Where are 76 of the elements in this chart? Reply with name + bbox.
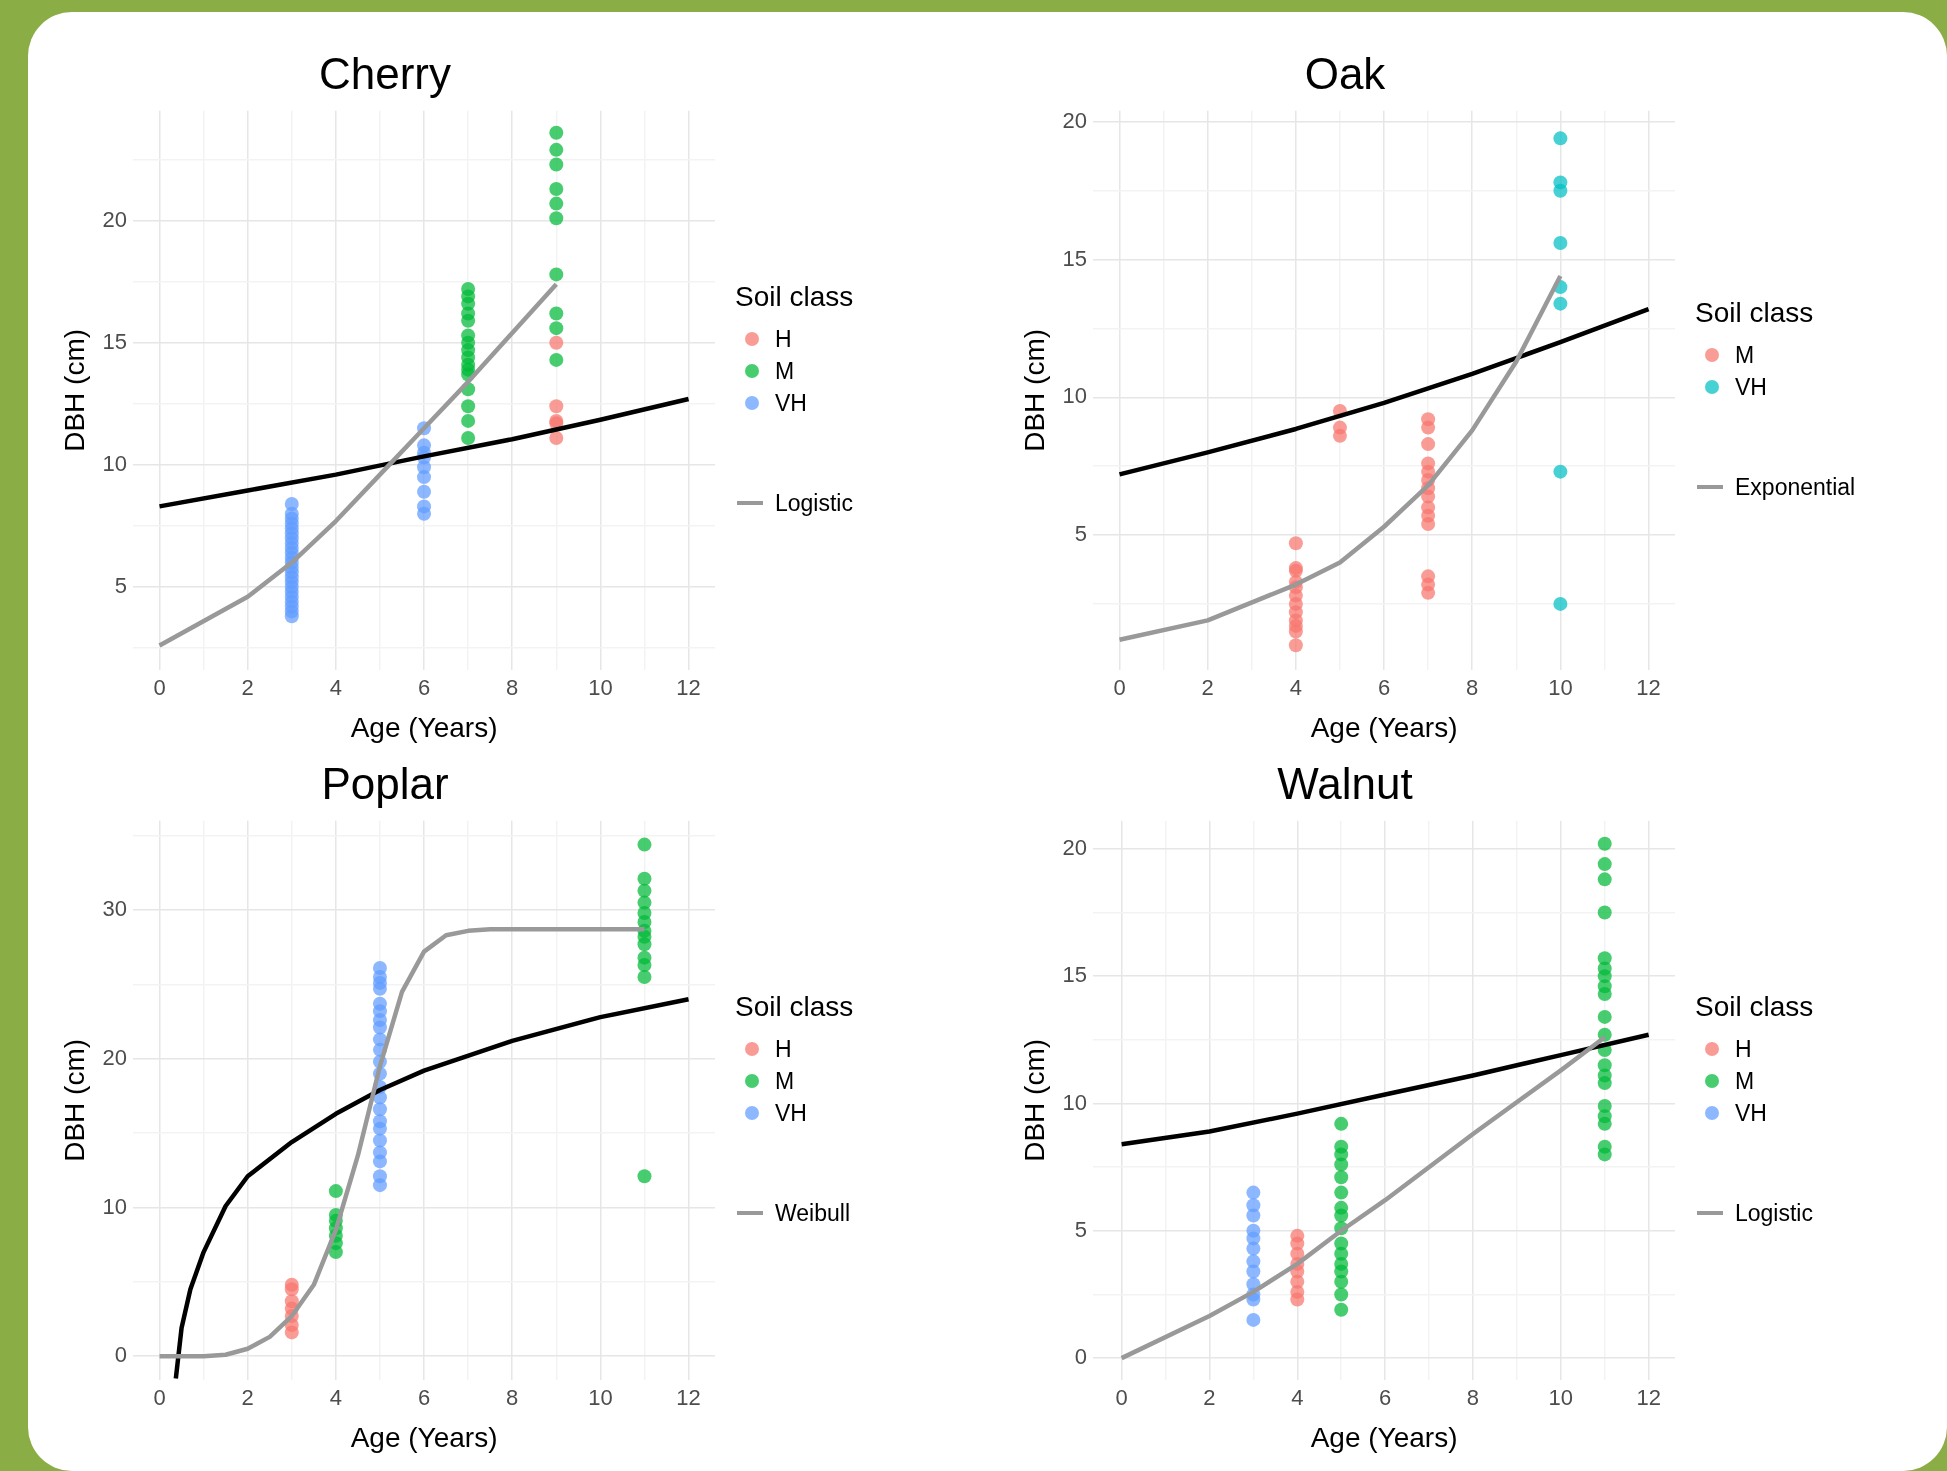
x-axis-title: Age (Years) xyxy=(1310,711,1458,743)
y-tick-label: 20 xyxy=(1062,834,1088,860)
x-tick-label: 8 xyxy=(506,1385,519,1411)
x-axis-title: Age (Years) xyxy=(1310,1421,1458,1453)
y-tick-label: 20 xyxy=(102,206,128,232)
legend-label: VH xyxy=(775,1099,807,1127)
legend-label: M xyxy=(1735,1067,1755,1095)
x-tick-label: 0 xyxy=(1115,1385,1128,1411)
y-tick-label: 5 xyxy=(1074,521,1088,547)
legend-label: Weibull xyxy=(775,1199,850,1227)
x-tick-label: 4 xyxy=(329,675,342,701)
x-tick-label: 2 xyxy=(1201,675,1214,701)
y-tick-label: 30 xyxy=(102,896,128,922)
legend-label: Logistic xyxy=(1735,1199,1813,1227)
x-tick-label: 8 xyxy=(1466,1385,1480,1411)
y-tick-label: 20 xyxy=(102,1044,128,1070)
y-tick-label: 15 xyxy=(1062,962,1088,988)
x-tick-label: 6 xyxy=(417,1385,431,1411)
x-tick-label: 0 xyxy=(153,675,166,701)
y-axis-title: DBH (cm) xyxy=(1018,328,1050,452)
legend-title: Soil class xyxy=(1695,991,1815,1023)
legend-label: Logistic xyxy=(775,489,853,517)
y-tick-label: 15 xyxy=(1062,245,1088,271)
x-axis-title: Age (Years) xyxy=(350,1421,498,1453)
x-tick-label: 4 xyxy=(329,1385,342,1411)
legend-label: Exponential xyxy=(1735,473,1856,501)
x-tick-label: 10 xyxy=(588,1385,613,1411)
legend-title: Soil class xyxy=(735,991,855,1023)
x-tick-label: 10 xyxy=(588,675,613,701)
x-tick-label: 12 xyxy=(1636,1385,1661,1411)
x-tick-label: 12 xyxy=(676,675,701,701)
legend-label: VH xyxy=(1735,1099,1767,1127)
x-tick-label: 0 xyxy=(1113,675,1126,701)
y-axis-title: DBH (cm) xyxy=(58,1038,90,1162)
x-tick-label: 2 xyxy=(241,675,254,701)
x-tick-label: 6 xyxy=(1377,675,1391,701)
y-axis-title: DBH (cm) xyxy=(1018,1038,1050,1162)
y-axis-title: DBH (cm) xyxy=(58,328,90,452)
legend-title: Soil class xyxy=(735,281,855,313)
x-tick-label: 2 xyxy=(1203,1385,1216,1411)
legend-label: M xyxy=(775,357,795,385)
legend-label: H xyxy=(775,325,792,353)
y-tick-label: 5 xyxy=(1074,1216,1088,1242)
legend-label: H xyxy=(1735,1035,1752,1063)
legend-label: H xyxy=(775,1035,792,1063)
x-tick-label: 8 xyxy=(506,675,519,701)
legend-label: M xyxy=(775,1067,795,1095)
y-tick-label: 10 xyxy=(1062,383,1088,409)
x-tick-label: 2 xyxy=(241,1385,254,1411)
x-tick-label: 8 xyxy=(1466,675,1479,701)
chart-title: Cherry xyxy=(318,48,452,98)
y-tick-label: 0 xyxy=(1074,1344,1088,1370)
legend-label: M xyxy=(1735,341,1755,369)
chart-title: Walnut xyxy=(1277,758,1413,808)
x-tick-label: 6 xyxy=(1379,1385,1392,1411)
x-tick-label: 4 xyxy=(1289,675,1302,701)
x-axis-title: Age (Years) xyxy=(350,711,498,743)
x-tick-label: 4 xyxy=(1291,1385,1304,1411)
x-tick-label: 0 xyxy=(153,1385,166,1411)
x-tick-label: 6 xyxy=(417,675,431,701)
legend-label: VH xyxy=(775,389,807,417)
x-tick-label: 12 xyxy=(1636,675,1661,701)
legend-title: Soil class xyxy=(1695,297,1815,329)
y-tick-label: 5 xyxy=(114,573,128,599)
y-tick-label: 10 xyxy=(1062,1089,1088,1115)
x-tick-label: 10 xyxy=(1548,675,1573,701)
y-tick-label: 15 xyxy=(102,328,128,354)
y-tick-label: 0 xyxy=(114,1342,128,1368)
y-tick-label: 10 xyxy=(102,1193,128,1219)
chart-title: Poplar xyxy=(321,758,449,808)
y-tick-label: 20 xyxy=(1062,107,1088,133)
legend-label: VH xyxy=(1735,373,1767,401)
x-tick-label: 12 xyxy=(676,1385,701,1411)
y-tick-label: 10 xyxy=(102,450,128,476)
chart-title: Oak xyxy=(1304,48,1387,98)
x-tick-label: 10 xyxy=(1548,1385,1574,1411)
